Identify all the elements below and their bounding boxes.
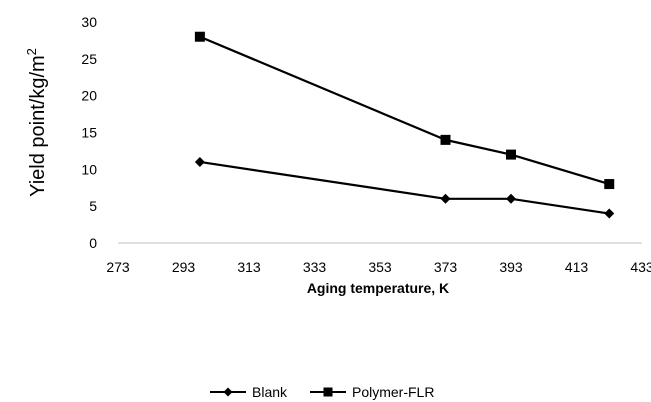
legend-marker [223,387,233,397]
series-polymer-flr [194,31,615,190]
y-tick-label: 5 [89,198,97,214]
x-tick-label: 413 [565,259,589,275]
y-axis-label-text: Yield point/kg/m [27,55,49,197]
legend-item: Polymer-FLR [310,384,434,400]
x-tick-label: 273 [106,259,130,275]
x-tick-label: 433 [630,259,651,275]
x-tick-label: 393 [499,259,523,275]
data-point [440,134,451,145]
legend-item: Blank [210,384,288,400]
data-point [194,156,205,167]
data-point [604,179,615,190]
x-tick-label: 313 [237,259,261,275]
y-tick-label: 10 [81,161,97,177]
x-axis-label: Aging temperature, K [307,280,449,296]
y-tick-label: 15 [81,125,97,141]
data-point [440,193,451,204]
y-tick-label: 20 [81,88,97,104]
y-tick-label: 30 [81,14,97,30]
series-line [199,160,610,215]
data-point [506,193,516,204]
legend-label: Blank [252,384,288,400]
data-point [604,208,615,219]
x-tick-label: 333 [303,259,327,275]
y-axis-label-superscript: 2 [24,48,39,55]
y-axis-label: Yield point/kg/m2 [24,48,49,197]
x-tick-label: 373 [434,259,458,275]
y-tick-label: 25 [81,51,97,67]
y-tick-label: 0 [89,235,97,251]
x-tick-label: 293 [172,259,196,275]
series-blank [194,156,615,219]
x-tick-label: 353 [368,259,392,275]
series-line [199,35,610,186]
legend: Blank Polymer-FLR [210,384,434,400]
series-layer [194,31,615,219]
legend-label: Polymer-FLR [352,384,434,400]
x-axis: 273 293 313 333 353 373 393 413 433 [106,242,651,275]
data-point [194,31,205,42]
legend-marker [323,387,333,397]
data-point [506,149,516,160]
y-axis: 0 5 10 15 20 25 30 [81,14,97,251]
